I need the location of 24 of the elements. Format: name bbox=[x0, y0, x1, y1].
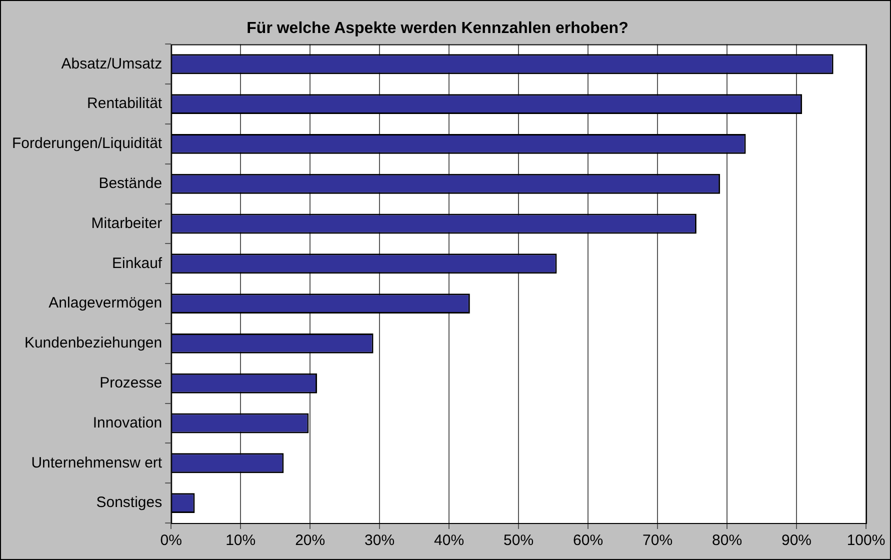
x-tick-label: 100% bbox=[846, 532, 886, 550]
x-tick-label: 60% bbox=[573, 532, 604, 550]
x-tick-label: 0% bbox=[160, 532, 182, 550]
y-tick-label: Kundenbeziehungen bbox=[24, 334, 162, 352]
y-tick-label: Einkauf bbox=[112, 254, 163, 272]
x-tick-label: 80% bbox=[712, 532, 742, 550]
y-tick-label: Unternehmensw ert bbox=[31, 454, 163, 472]
y-tick-label: Bestände bbox=[98, 174, 162, 192]
x-tick-label: 50% bbox=[504, 532, 534, 550]
x-tick-label: 40% bbox=[434, 532, 464, 550]
y-tick-label: Innovation bbox=[92, 414, 162, 432]
y-tick-label: Rentabilität bbox=[87, 95, 163, 112]
y-tick-label: Sonstiges bbox=[96, 494, 162, 512]
y-tick-label: Prozesse bbox=[100, 374, 162, 392]
y-tick-label: Mitarbeiter bbox=[91, 214, 162, 232]
x-tick-label: 30% bbox=[364, 532, 395, 550]
y-tick-label: Absatz/Umsatz bbox=[61, 55, 162, 72]
x-tick-label: 20% bbox=[295, 532, 326, 550]
x-tick-label: 10% bbox=[226, 532, 256, 550]
x-tick-label: 90% bbox=[781, 532, 812, 550]
x-tick-label: 70% bbox=[642, 532, 673, 550]
y-tick-label: Anlagevermögen bbox=[48, 294, 162, 312]
chart-title: Für welche Aspekte werden Kennzahlen erhoben? bbox=[246, 20, 628, 38]
y-tick-label: Forderungen/Liquidität bbox=[12, 135, 163, 152]
